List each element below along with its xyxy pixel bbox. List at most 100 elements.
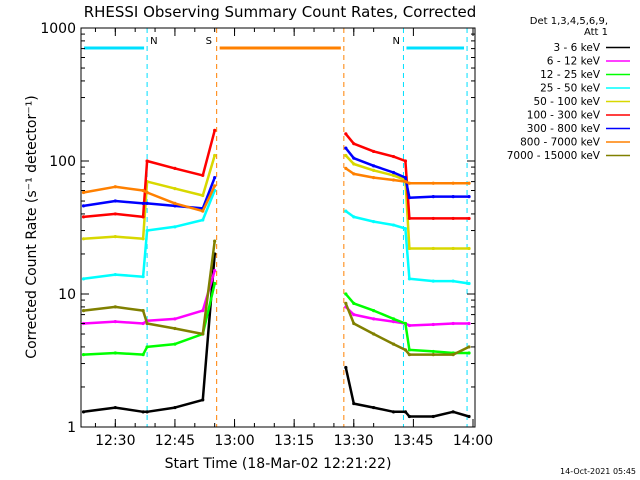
data-point-50-100 [407, 246, 412, 251]
data-point-7000-15000 [113, 305, 117, 309]
data-point-50-100 [113, 235, 117, 239]
legend-label: 7000 - 15000 keV [507, 150, 601, 162]
data-point-7000-15000 [407, 353, 412, 357]
y-tick-label: 10 [58, 287, 76, 303]
data-point-12-25 [213, 281, 217, 286]
legend-label: 50 - 100 keV [533, 96, 600, 108]
y-tick-label: 1 [67, 420, 76, 436]
data-point-100-300 [451, 216, 455, 221]
data-point-12-25 [113, 351, 117, 355]
data-point-300-800 [467, 194, 471, 199]
data-point-6-12 [451, 321, 455, 326]
data-point-50-100 [213, 153, 217, 158]
y-axis-label: Corrected Count Rate (s⁻¹ detector⁻¹) [24, 95, 40, 358]
data-point-800-7000 [407, 181, 412, 185]
x-tick-label: 13:00 [214, 433, 254, 449]
data-point-50-100 [81, 237, 86, 241]
data-point-800-7000 [201, 209, 205, 213]
x-tick-label: 12:45 [155, 433, 195, 449]
data-point-300-800 [391, 170, 396, 175]
data-point-100-300 [407, 216, 412, 221]
data-point-6-12 [141, 321, 145, 326]
data-point-100-300 [113, 212, 117, 216]
data-point-800-7000 [113, 185, 117, 189]
data-point-3-6 [407, 414, 412, 419]
data-point-7000-15000 [141, 309, 145, 313]
data-point-25-50 [145, 228, 149, 233]
data-point-800-7000 [391, 178, 396, 182]
x-tick-label: 13:30 [334, 433, 374, 449]
data-point-100-300 [173, 166, 177, 170]
legend: Det 1,3,4,5,6,9,Att 1 3 - 6 keV 6 - 12 keV… [507, 16, 630, 162]
x-tick-label: 12:30 [95, 433, 135, 449]
data-point-25-50 [407, 277, 412, 281]
flag-layer: N NS [84, 28, 468, 427]
data-point-12-25 [344, 292, 348, 296]
data-point-800-7000 [344, 166, 348, 170]
data-point-3-6 [372, 405, 376, 410]
data-point-25-50 [431, 279, 435, 283]
data-point-12-25 [403, 321, 408, 326]
data-point-6-12 [431, 322, 435, 327]
data-point-25-50 [352, 215, 356, 219]
data-point-25-50 [201, 218, 205, 222]
data-point-3-6 [344, 365, 348, 370]
legend-label: 800 - 7000 keV [520, 137, 601, 149]
data-point-7000-15000 [391, 342, 396, 346]
data-point-12-25 [141, 353, 145, 357]
data-point-6-12 [467, 321, 471, 326]
data-point-7000-15000 [81, 309, 86, 313]
data-point-800-7000 [352, 172, 356, 176]
data-point-3-6 [113, 405, 117, 410]
data-point-50-100 [391, 173, 396, 177]
series-layer [81, 128, 471, 419]
data-point-3-6 [173, 405, 177, 410]
legend-label: 6 - 12 keV [547, 56, 601, 68]
data-point-100-300 [81, 215, 86, 219]
y-tick-label: 100 [49, 154, 76, 170]
data-point-25-50 [344, 209, 348, 213]
data-point-100-300 [201, 173, 205, 177]
legend-label: 300 - 800 keV [527, 123, 601, 135]
legend-header: Det 1,3,4,5,6,9, [530, 16, 608, 27]
data-point-25-50 [372, 220, 376, 224]
data-point-6-12 [391, 320, 396, 324]
data-point-300-800 [81, 204, 86, 208]
data-point-3-6 [141, 410, 145, 414]
data-point-7000-15000 [344, 301, 348, 305]
data-point-7000-15000 [431, 353, 435, 357]
data-point-7000-15000 [451, 353, 455, 357]
axes-layer: 12:30 12:45 13:00 13:15 13:30 13:45 14:00 1 10 10… [40, 21, 493, 449]
data-point-3-6 [403, 410, 408, 414]
data-point-7000-15000 [201, 332, 205, 336]
data-point-12-25 [407, 348, 412, 352]
data-point-300-800 [451, 194, 455, 199]
data-point-25-50 [467, 281, 471, 286]
data-point-50-100 [431, 246, 435, 251]
data-point-300-800 [372, 164, 376, 168]
data-point-25-50 [403, 227, 408, 231]
data-point-100-300 [213, 128, 217, 132]
data-point-12-25 [391, 317, 396, 321]
x-tick-label: 13:15 [274, 433, 314, 449]
data-point-100-300 [344, 132, 348, 136]
data-point-7000-15000 [352, 321, 356, 326]
data-point-12-25 [81, 353, 86, 357]
data-point-3-6 [391, 410, 396, 414]
data-point-6-12 [113, 320, 117, 324]
legend-label: 12 - 25 keV [540, 69, 601, 81]
data-point-12-25 [352, 301, 356, 305]
data-point-300-800 [407, 196, 412, 200]
flag-label-s: S [206, 36, 212, 47]
data-point-800-7000 [451, 181, 455, 185]
data-point-300-800 [352, 156, 356, 160]
data-point-300-800 [403, 176, 408, 180]
data-point-7000-15000 [372, 332, 376, 336]
data-point-25-50 [391, 223, 396, 227]
data-point-300-800 [141, 201, 145, 205]
plot-frame [80, 27, 476, 428]
chart-title: RHESSI Observing Summary Count Rates, Co… [84, 3, 477, 21]
x-tick-label: 14:00 [453, 433, 493, 449]
data-point-6-12 [173, 317, 177, 321]
